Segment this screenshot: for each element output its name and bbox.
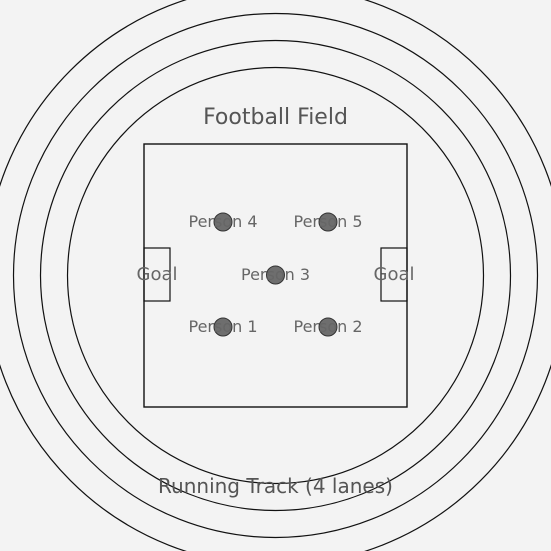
player-label: Person 3 bbox=[241, 265, 310, 284]
player-marker bbox=[318, 212, 338, 232]
player-2: Person 2 bbox=[293, 317, 363, 337]
goal-right bbox=[380, 247, 408, 302]
player-marker bbox=[266, 265, 285, 285]
goal-left bbox=[143, 247, 171, 302]
player-marker bbox=[213, 317, 233, 337]
player-marker bbox=[318, 317, 338, 337]
track-label: Running Track (4 lanes) bbox=[158, 474, 393, 498]
track-lane-3 bbox=[12, 12, 539, 539]
goal-left-label: Goal bbox=[137, 264, 178, 285]
player-label: Person 4 bbox=[188, 212, 257, 231]
track-lane-1 bbox=[66, 66, 485, 485]
player-label: Person 1 bbox=[188, 317, 257, 336]
player-1: Person 1 bbox=[188, 317, 258, 337]
player-label: Person 5 bbox=[293, 212, 362, 231]
goal-right-label: Goal bbox=[374, 264, 415, 285]
track-lane-2 bbox=[39, 39, 512, 512]
player-4: Person 4 bbox=[188, 212, 258, 232]
player-5: Person 5 bbox=[293, 212, 363, 232]
player-marker bbox=[213, 212, 233, 232]
field-title: Football Field bbox=[203, 105, 348, 130]
player-3: Person 3 bbox=[241, 265, 310, 285]
player-label: Person 2 bbox=[293, 317, 362, 336]
